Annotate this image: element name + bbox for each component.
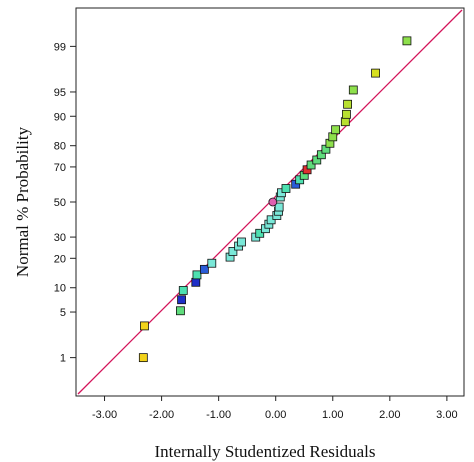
y-tick-label: 1	[60, 353, 66, 365]
x-tick-label: -1.00	[206, 409, 231, 421]
data-point	[340, 117, 350, 127]
data-point	[316, 150, 326, 160]
data-point	[295, 175, 305, 185]
data-point	[178, 286, 188, 295]
data-point	[281, 184, 291, 193]
data-point	[192, 270, 202, 280]
y-tick-label: 50	[54, 197, 66, 209]
x-tick-label: -3.00	[92, 409, 117, 421]
data-point	[343, 99, 353, 109]
data-point	[237, 237, 246, 247]
y-tick-label: 80	[54, 141, 66, 153]
data-point	[306, 160, 316, 170]
data-point	[371, 68, 380, 78]
data-point	[312, 155, 322, 165]
y-tick-label: 70	[54, 162, 66, 174]
x-tick-label: 1.00	[322, 409, 343, 421]
x-tick-label: -2.00	[149, 409, 174, 421]
data-point	[274, 202, 284, 212]
data-point	[140, 321, 149, 331]
y-tick-label: 90	[54, 111, 66, 123]
x-tick-label: 3.00	[436, 409, 457, 421]
y-tick-label: 95	[54, 87, 66, 99]
data-point	[342, 109, 351, 119]
data-point	[176, 306, 185, 316]
data-point	[228, 247, 238, 256]
y-tick-label: 30	[54, 232, 66, 244]
x-axis-title: Internally Studentized Residuals	[155, 442, 376, 461]
data-point	[255, 228, 265, 238]
y-tick-label: 5	[60, 307, 66, 319]
data-point	[191, 277, 201, 287]
data-points	[138, 36, 412, 363]
y-tick-label: 10	[54, 283, 66, 295]
y-axis-title: Normal % Probability	[13, 126, 32, 277]
data-point	[402, 36, 412, 46]
data-point	[177, 295, 186, 305]
data-point	[207, 258, 217, 268]
data-point	[138, 353, 148, 363]
data-point	[348, 85, 358, 95]
data-point	[199, 264, 209, 274]
y-tick-label: 99	[54, 41, 66, 53]
y-tick-label: 20	[54, 253, 66, 265]
data-point	[268, 197, 278, 207]
data-point	[331, 125, 341, 135]
x-tick-label: 2.00	[379, 409, 400, 421]
x-axis-ticks: -3.00 -2.00 -1.00 0.00 1.00 2.00 3.00	[92, 396, 458, 421]
y-axis-ticks: 1 5 10 20 30 50 70 80 90 95 99	[54, 41, 76, 365]
x-tick-label: 0.00	[265, 409, 286, 421]
